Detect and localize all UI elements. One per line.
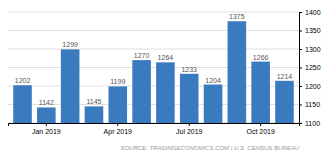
grid-line (8, 30, 299, 31)
x-tick-label: Jan 2019 (32, 128, 61, 135)
y-tick-label: 1250 (305, 64, 321, 71)
y-tick-label: 1300 (305, 46, 321, 53)
x-tick: Jan 2019 (32, 123, 61, 135)
x-tick-mark (189, 123, 190, 126)
y-tick-label: 1100 (305, 120, 320, 127)
x-tick-label: Oct 2019 (246, 128, 275, 135)
data-label: 1142 (39, 99, 54, 106)
data-label: 1299 (62, 41, 78, 48)
bar (85, 106, 104, 123)
data-label: 1199 (110, 78, 125, 85)
y-tick: 1250 (299, 64, 321, 71)
x-tick: Oct 2019 (246, 123, 275, 135)
x-axis-line (9, 124, 300, 127)
y-tick: 1100 (299, 120, 320, 127)
plot: 1202 1142 1299 1145 1199 1270 1264 1233 1204 1375… (8, 9, 321, 136)
y-axis: 1100 1150 1200 1250 1300 1350 1400 (299, 9, 321, 127)
y-tick-mark (299, 86, 302, 87)
y-tick-label: 1350 (305, 27, 321, 34)
data-label: 1264 (158, 54, 174, 61)
data-label: 1233 (181, 66, 197, 73)
y-tick: 1150 (299, 101, 320, 108)
bar (13, 85, 32, 123)
y-axis-line (300, 13, 303, 124)
data-label: 1270 (134, 52, 150, 59)
bar (251, 62, 270, 123)
data-labels: 1202 1142 1299 1145 1199 1270 1264 1233 1204 1375… (15, 13, 293, 106)
bar (180, 74, 199, 123)
x-axis: Jan 2019 Apr 2019 Jul 2019 Oct 2019 (9, 123, 300, 136)
y-tick-mark (299, 12, 302, 13)
data-label: 1266 (253, 54, 269, 61)
y-tick-mark (299, 105, 302, 106)
y-tick: 1300 (299, 46, 321, 53)
x-tick-label: Jul 2019 (176, 128, 203, 135)
grid (8, 12, 299, 123)
chart: 1202 1142 1299 1145 1199 1270 1264 1233 1204 1375… (0, 0, 329, 153)
x-tick: Apr 2019 (104, 123, 133, 136)
bar (61, 49, 80, 123)
y-tick: 1350 (299, 27, 321, 34)
grid-line (8, 12, 299, 13)
data-label: 1214 (277, 73, 293, 80)
annotation: SOURCE: TRADINGECONOMICS.COM | U.S. CENS… (120, 145, 299, 151)
y-tick-label: 1400 (305, 9, 321, 16)
bar (132, 60, 151, 123)
y-tick-mark (299, 68, 302, 69)
bar (228, 21, 247, 123)
y-tick-mark (299, 31, 302, 32)
bar (156, 62, 175, 123)
x-tick: Jul 2019 (176, 123, 203, 135)
grid-line (8, 49, 299, 50)
bar (275, 81, 294, 123)
data-label: 1145 (86, 98, 101, 105)
y-tick-mark (299, 49, 302, 50)
data-label: 1375 (229, 13, 245, 20)
bar (37, 107, 56, 123)
y-tick-label: 1200 (305, 83, 321, 90)
x-tick-mark (260, 123, 261, 126)
bar (204, 85, 223, 123)
bars (13, 21, 294, 123)
y-tick: 1400 (299, 9, 321, 16)
x-tick-mark (46, 123, 47, 126)
y-tick: 1200 (299, 83, 321, 90)
data-label: 1204 (205, 77, 221, 84)
x-tick-label: Apr 2019 (104, 128, 133, 136)
data-label: 1202 (15, 77, 31, 84)
y-tick-label: 1150 (305, 101, 320, 108)
bar (108, 86, 127, 123)
x-tick-mark (117, 123, 118, 126)
